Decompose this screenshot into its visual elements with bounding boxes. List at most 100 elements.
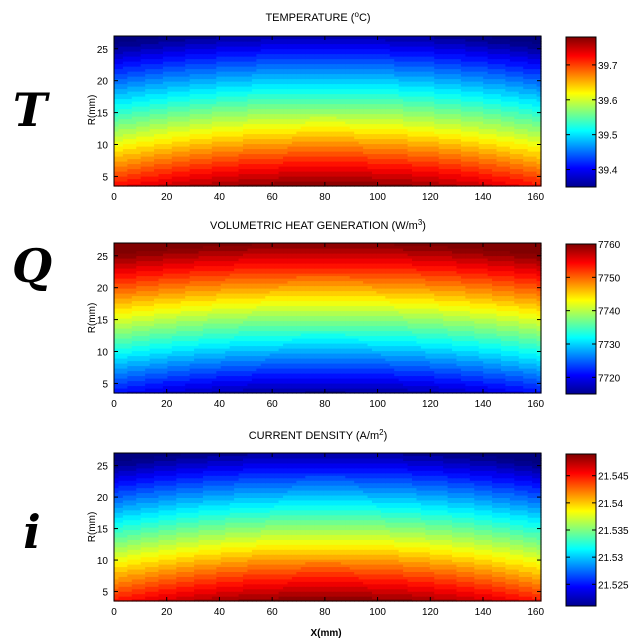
- heatmap-cell: [189, 183, 195, 187]
- heatmap-cell: [420, 138, 426, 142]
- heatmap-cell: [465, 136, 471, 140]
- heatmap-cell: [189, 176, 195, 180]
- heatmap-cell: [211, 166, 217, 170]
- heatmap-cell: [247, 131, 253, 135]
- heatmap-cell: [460, 173, 466, 177]
- heatmap-cell: [376, 181, 382, 185]
- heatmap-cell: [305, 146, 311, 150]
- heatmap-cell: [154, 148, 160, 152]
- heatmap-cell: [283, 156, 289, 160]
- heatmap-cell: [238, 163, 244, 167]
- heatmap-cell: [527, 131, 533, 135]
- heatmap-cell: [185, 141, 191, 145]
- heatmap-cell: [496, 151, 502, 155]
- heatmap-cell: [380, 166, 386, 170]
- heatmap-cell: [354, 143, 360, 147]
- heatmap-cell: [474, 151, 480, 155]
- heatmap-cell: [416, 183, 422, 187]
- heatmap-cell: [171, 181, 177, 185]
- heatmap-cell: [274, 171, 280, 175]
- heatmap-cell: [327, 181, 333, 185]
- heatmap-cell: [500, 138, 507, 142]
- heatmap-cell: [162, 151, 168, 155]
- heatmap-cell: [452, 163, 458, 167]
- heatmap-cell: [234, 131, 240, 135]
- heatmap-cell: [247, 181, 253, 185]
- heatmap-cell: [180, 151, 186, 155]
- heatmap-cell: [220, 148, 226, 152]
- heatmap-cell: [269, 133, 275, 137]
- heatmap-cell: [162, 168, 168, 172]
- heatmap-cell: [122, 166, 128, 170]
- heatmap-cell: [171, 148, 177, 152]
- heatmap-cell: [167, 168, 173, 172]
- heatmap-cell: [194, 131, 200, 135]
- heatmap-cell: [465, 153, 471, 157]
- heatmap-cell: [318, 133, 324, 137]
- heatmap-cell: [300, 161, 306, 165]
- heatmap-cell: [327, 163, 333, 167]
- heatmap-cell: [536, 176, 542, 180]
- heatmap-cell: [154, 176, 160, 180]
- heatmap-cell: [318, 171, 324, 175]
- heatmap-cell: [162, 153, 168, 157]
- heatmap-cell: [180, 181, 186, 185]
- heatmap-cell: [185, 161, 191, 165]
- heatmap-cell: [287, 156, 293, 160]
- heatmap-cell: [296, 151, 302, 155]
- heatmap-cell: [171, 183, 177, 187]
- heatmap-cell: [216, 141, 222, 145]
- heatmap-cell: [314, 156, 320, 160]
- heatmap-cell: [367, 176, 373, 180]
- heatmap-cell: [300, 181, 306, 185]
- heatmap-cell: [216, 156, 222, 160]
- heatmap-cell: [500, 161, 507, 165]
- heatmap-cell: [154, 163, 160, 167]
- heatmap-cell: [367, 181, 373, 185]
- heatmap-cell: [367, 131, 373, 135]
- heatmap-cell: [149, 146, 155, 150]
- heatmap-cell: [452, 158, 458, 162]
- heatmap-cell: [171, 176, 177, 180]
- heatmap-cell: [251, 133, 257, 137]
- heatmap-cell: [514, 183, 520, 187]
- heatmap-cell: [247, 161, 253, 165]
- heatmap-cell: [176, 138, 182, 142]
- heatmap-cell: [331, 176, 337, 180]
- heatmap-cell: [171, 163, 177, 167]
- heatmap-cell: [336, 158, 342, 162]
- heatmap-cell: [260, 138, 266, 142]
- heatmap-cell: [300, 163, 306, 167]
- heatmap-cell: [465, 158, 471, 162]
- heatmap-cell: [136, 151, 142, 155]
- heatmap-cell: [198, 133, 204, 137]
- heatmap-cell: [314, 148, 320, 152]
- heatmap-cell: [385, 176, 391, 180]
- heatmap-cell: [385, 161, 391, 165]
- heatmap-cell: [185, 183, 191, 187]
- heatmap-cell: [238, 136, 244, 140]
- heatmap-cell: [283, 151, 289, 155]
- heatmap-cell: [340, 133, 346, 137]
- heatmap-cell: [536, 166, 542, 170]
- heatmap-cell: [452, 153, 458, 157]
- heatmap-cell: [518, 138, 524, 142]
- heatmap-cell: [269, 171, 275, 175]
- heatmap-cell: [269, 156, 275, 160]
- heatmap-cell: [185, 168, 191, 172]
- heatmap-cell: [394, 163, 400, 167]
- heatmap-cell: [518, 136, 524, 140]
- heatmap-cell: [380, 183, 386, 187]
- heatmap-cell: [478, 173, 484, 177]
- heatmap-cell: [349, 153, 355, 157]
- heatmap-cell: [185, 178, 191, 182]
- heatmap-cell: [358, 166, 364, 170]
- heatmap-cell: [380, 161, 386, 165]
- heatmap-cell: [140, 138, 146, 142]
- heatmap-cell: [158, 156, 164, 160]
- heatmap-cell: [180, 131, 186, 135]
- heatmap-cell: [407, 163, 413, 167]
- heatmap-cell: [443, 143, 449, 147]
- heatmap-cell: [536, 136, 542, 140]
- heatmap-cell: [487, 168, 493, 172]
